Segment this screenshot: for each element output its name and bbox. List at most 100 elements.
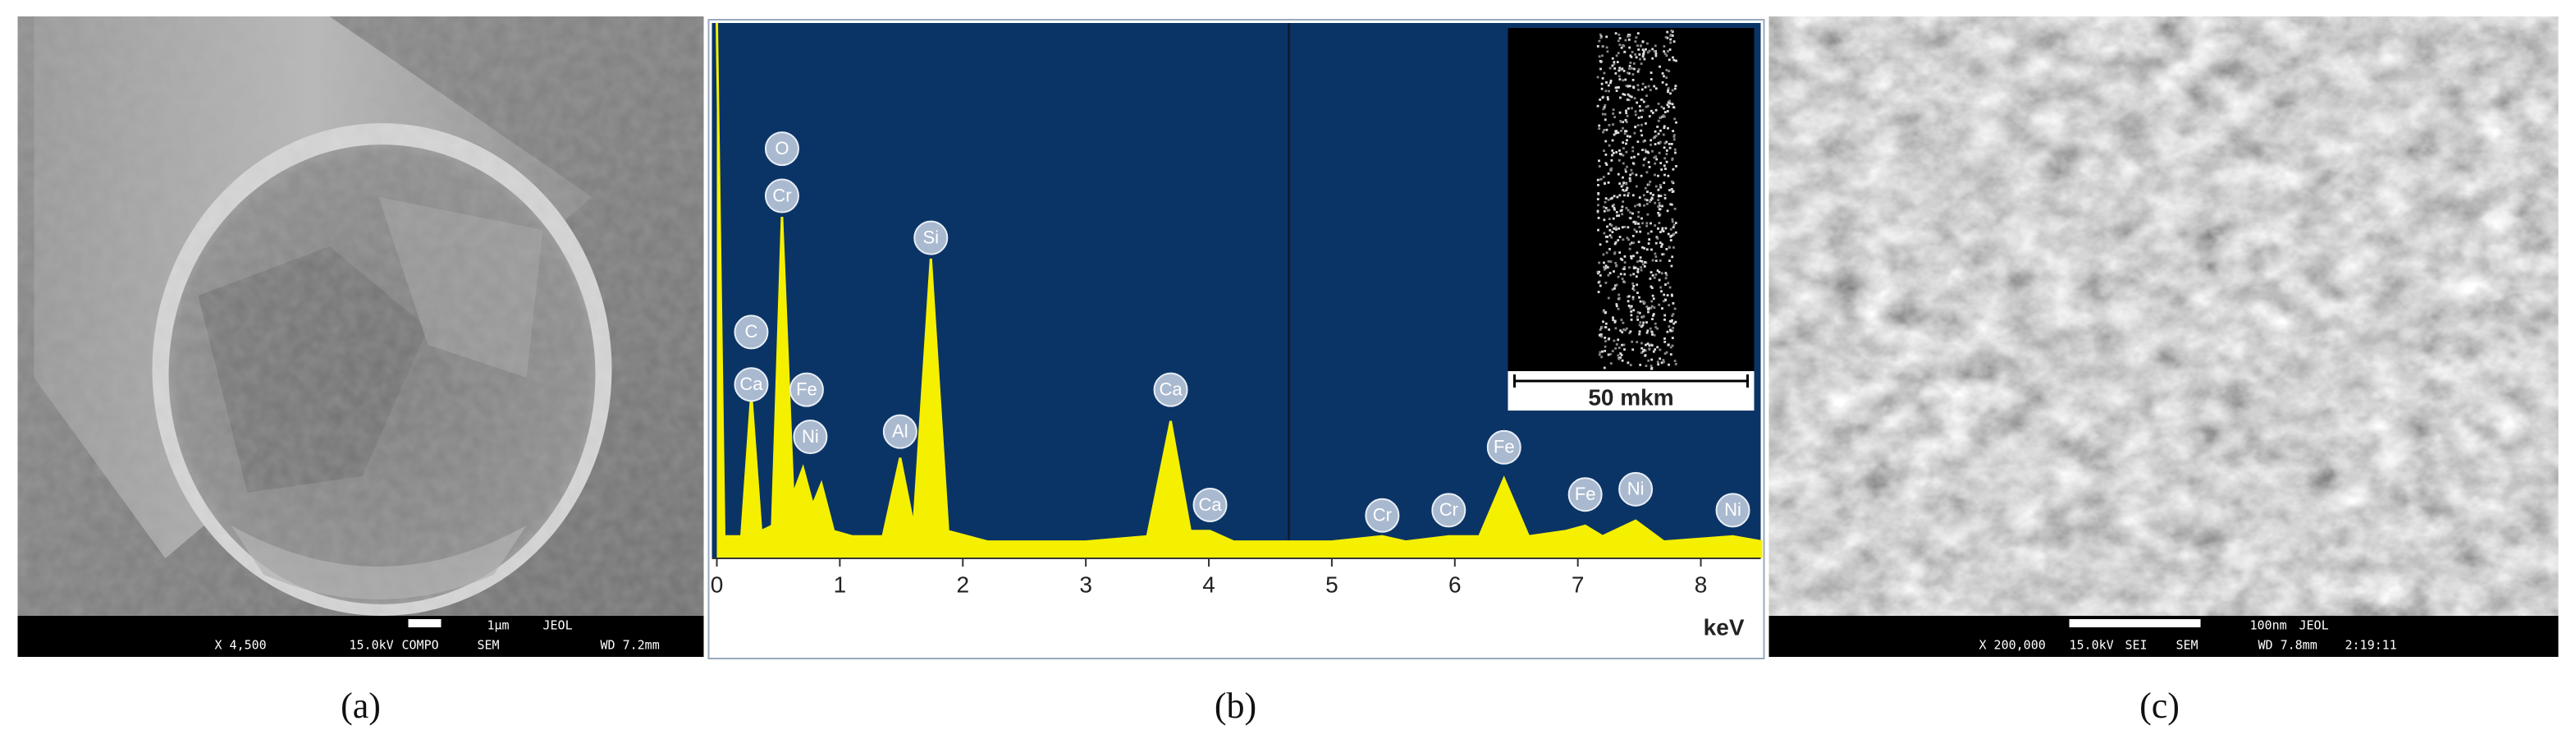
- inset-dot: [1634, 40, 1637, 43]
- inset-dot: [1599, 284, 1602, 287]
- inset-dot: [1601, 77, 1604, 80]
- inset-dot: [1654, 50, 1657, 53]
- inset-dot: [1644, 349, 1647, 352]
- peak-label: Cr: [1373, 505, 1392, 526]
- inset-dot: [1647, 242, 1650, 245]
- inset-dot: [1672, 56, 1674, 59]
- inset-dot: [1607, 273, 1610, 277]
- inset-dot: [1654, 162, 1657, 165]
- inset-dot: [1649, 89, 1652, 91]
- inset-dot: [1650, 367, 1653, 370]
- inset-dot: [1626, 114, 1629, 117]
- info: COMPO: [402, 638, 439, 653]
- inset-dot: [1645, 199, 1649, 202]
- inset-dot: [1663, 314, 1667, 317]
- inset-dot: [1613, 133, 1616, 136]
- inset-dot: [1599, 351, 1602, 354]
- inset-dot: [1642, 50, 1645, 53]
- inset-dot: [1608, 229, 1612, 232]
- peak-label: Fe: [1575, 484, 1596, 504]
- inset-dot: [1674, 363, 1677, 365]
- inset-dot: [1658, 208, 1661, 211]
- inset-dot: [1607, 172, 1610, 175]
- inset-dot: [1629, 217, 1632, 220]
- inset-dot: [1613, 206, 1616, 209]
- inset-dot: [1609, 353, 1612, 356]
- inset-dot: [1632, 241, 1636, 245]
- inset-dot: [1661, 72, 1664, 75]
- inset-dot: [1662, 359, 1665, 361]
- inset-dot: [1641, 109, 1645, 112]
- inset-dot: [1614, 72, 1617, 75]
- inset-dot: [1645, 305, 1649, 308]
- inset-dot: [1640, 269, 1643, 272]
- inset-dot: [1647, 232, 1649, 235]
- inset-dot: [1619, 96, 1622, 99]
- inset-dot: [1652, 313, 1655, 315]
- inset-dot: [1647, 359, 1650, 362]
- inset-dot: [1673, 148, 1677, 151]
- inset-dot: [1598, 39, 1601, 43]
- inset-dot: [1619, 352, 1622, 355]
- inset-dot: [1663, 319, 1666, 321]
- inset-dot: [1656, 126, 1659, 128]
- inset-dot: [1599, 274, 1602, 277]
- inset-dot: [1631, 79, 1635, 81]
- inset-dot: [1604, 326, 1608, 328]
- x-tick-label: 6: [1448, 571, 1462, 597]
- inset-dot: [1647, 161, 1650, 163]
- inset-dot: [1636, 70, 1640, 73]
- inset-dot: [1611, 139, 1614, 142]
- inset-dot: [1622, 328, 1625, 331]
- inset-dot: [1631, 282, 1635, 285]
- inset-dot: [1626, 139, 1628, 142]
- inset-dot: [1602, 253, 1605, 256]
- inset-dot: [1653, 156, 1656, 159]
- inset-dot: [1630, 95, 1633, 99]
- inset-dot: [1665, 248, 1668, 250]
- inset-dot: [1600, 335, 1604, 338]
- inset-dot: [1636, 311, 1640, 314]
- inset-dot: [1640, 351, 1643, 354]
- inset-dot: [1649, 109, 1653, 112]
- inset-dot: [1658, 222, 1661, 224]
- inset-dot: [1638, 330, 1641, 333]
- inset-dot: [1665, 351, 1668, 354]
- inset-dot: [1631, 340, 1634, 343]
- inset-dot: [1672, 246, 1675, 249]
- inset-dot: [1627, 296, 1630, 298]
- inset-dot: [1667, 87, 1670, 90]
- inset-dot: [1632, 273, 1636, 276]
- peak-label: Ca: [1160, 379, 1183, 399]
- inset-dot: [1613, 242, 1617, 246]
- inset-dot: [1659, 241, 1662, 244]
- inset-dot: [1608, 90, 1610, 93]
- inset-dot: [1626, 186, 1629, 190]
- inset-dot: [1640, 260, 1644, 263]
- inset-dot: [1654, 87, 1658, 90]
- inset-dot: [1649, 71, 1653, 74]
- inset-dot: [1627, 300, 1630, 303]
- inset-dot: [1651, 112, 1654, 114]
- inset-dot: [1617, 227, 1621, 230]
- inset-dot: [1608, 124, 1611, 126]
- inset-dot: [1637, 117, 1640, 119]
- inset-dot: [1603, 232, 1606, 235]
- inset-dot: [1631, 67, 1633, 70]
- inset-dot: [1654, 52, 1658, 55]
- inset-dot: [1645, 224, 1649, 227]
- inset-dot: [1670, 143, 1673, 145]
- inset-dot: [1622, 162, 1625, 165]
- inset-dot: [1665, 273, 1668, 277]
- inset-dot: [1601, 350, 1604, 353]
- inset-dot: [1602, 108, 1605, 111]
- inset-dot: [1625, 182, 1628, 186]
- inset-dot: [1608, 248, 1611, 250]
- inset-dot: [1598, 353, 1601, 356]
- inset-dot: [1620, 185, 1623, 188]
- inset-dot: [1658, 202, 1661, 204]
- inset-dot: [1600, 356, 1604, 359]
- inset-dot: [1607, 260, 1610, 263]
- inset-dot: [1656, 327, 1659, 330]
- inset-dot: [1665, 140, 1668, 144]
